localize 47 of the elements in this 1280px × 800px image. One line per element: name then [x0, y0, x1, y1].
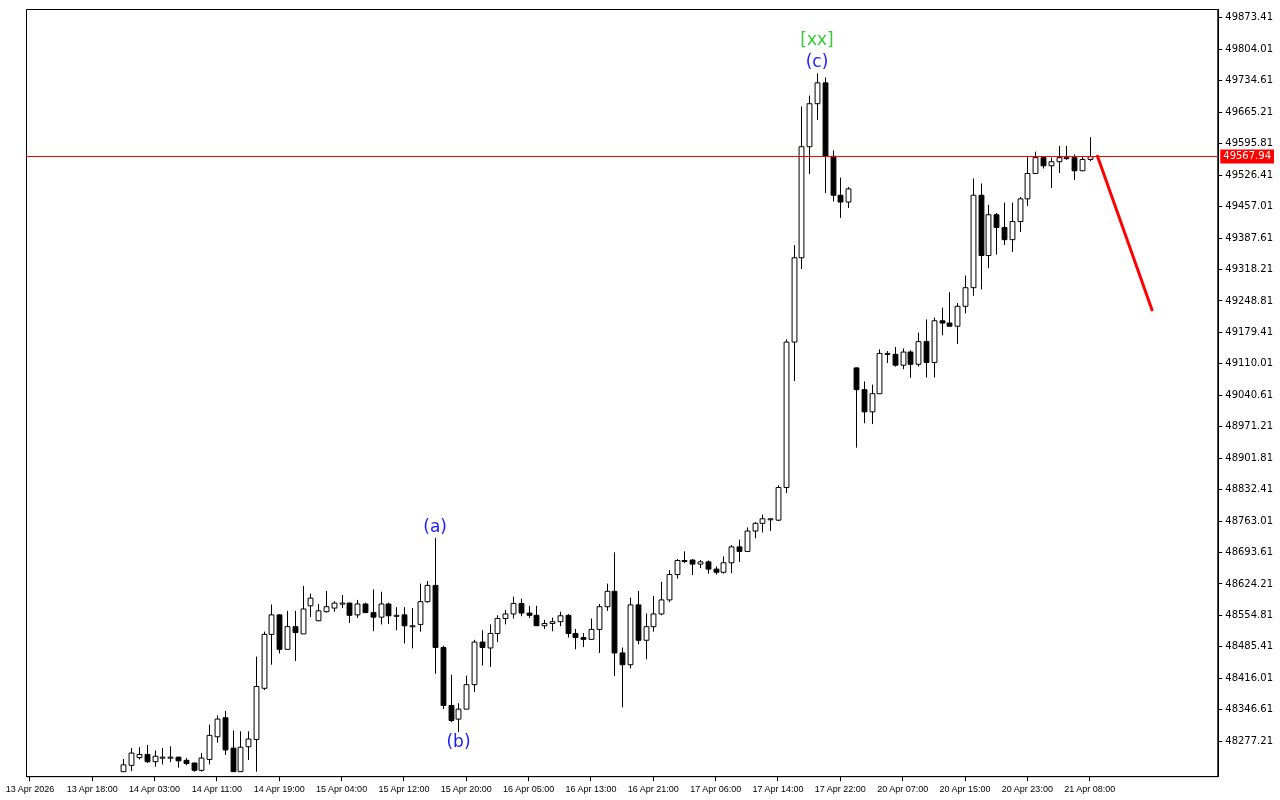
- y-tick-label: 48346.61: [1225, 703, 1273, 715]
- y-tick-label: 49595.81: [1225, 137, 1273, 149]
- x-tick-label: 20 Apr 15:00: [939, 784, 991, 795]
- y-tick-label: 48554.81: [1225, 609, 1273, 621]
- y-tick-label: 48693.61: [1225, 546, 1273, 558]
- annotation: (c): [805, 51, 829, 72]
- x-tick-label: 15 Apr 04:00: [316, 784, 368, 795]
- x-tick-label: 14 Apr 03:00: [129, 784, 181, 795]
- x-tick-label: 15 Apr 12:00: [378, 784, 430, 795]
- y-tick-label: 49040.61: [1225, 388, 1273, 400]
- x-tick-label: 17 Apr 22:00: [814, 784, 866, 795]
- x-tick-label: 16 Apr 13:00: [565, 784, 617, 795]
- annotation: (b): [446, 731, 471, 752]
- y-tick-label: 48416.01: [1225, 671, 1273, 683]
- y-tick-label: 49665.21: [1225, 105, 1273, 117]
- x-tick-label: 16 Apr 21:00: [627, 784, 679, 795]
- annotation: [xx]: [800, 29, 834, 50]
- y-tick-label: 49873.41: [1225, 11, 1273, 23]
- x-tick-label: 13 Apr 2026: [5, 784, 55, 795]
- y-tick-label: 48901.81: [1225, 451, 1273, 463]
- annotation: (a): [423, 515, 447, 536]
- y-tick-label: 49734.61: [1225, 74, 1273, 86]
- x-tick-label: 20 Apr 07:00: [877, 784, 929, 795]
- ref-line-label: 49567.94: [1223, 150, 1271, 162]
- y-tick-label: 49179.41: [1225, 325, 1273, 337]
- y-tick-label: 49804.01: [1225, 42, 1273, 54]
- x-tick-label: 14 Apr 11:00: [191, 784, 243, 795]
- x-tick-label: 14 Apr 19:00: [253, 784, 305, 795]
- y-tick-label: 49248.81: [1225, 294, 1273, 306]
- y-tick-label: 48277.21: [1225, 734, 1273, 746]
- x-tick-label: 15 Apr 20:00: [440, 784, 492, 795]
- x-tick-label: 17 Apr 06:00: [690, 784, 742, 795]
- y-tick-label: 48763.01: [1225, 514, 1273, 526]
- y-tick-label: 48485.41: [1225, 640, 1273, 652]
- y-tick-label: 48971.21: [1225, 420, 1273, 432]
- x-tick-label: 13 Apr 18:00: [66, 784, 118, 795]
- x-tick-label: 17 Apr 14:00: [752, 784, 804, 795]
- x-tick-label: 21 Apr 08:00: [1064, 784, 1116, 795]
- y-tick-label: 48832.41: [1225, 483, 1273, 495]
- x-tick-label: 16 Apr 05:00: [503, 784, 555, 795]
- y-tick-label: 48624.21: [1225, 577, 1273, 589]
- y-tick-label: 49457.01: [1225, 200, 1273, 212]
- y-tick-label: 49526.41: [1225, 168, 1273, 180]
- y-tick-label: 49387.61: [1225, 231, 1273, 243]
- x-tick-label: 20 Apr 23:00: [1001, 784, 1053, 795]
- y-tick-label: 49318.21: [1225, 263, 1273, 275]
- y-tick-label: 49110.01: [1225, 357, 1273, 369]
